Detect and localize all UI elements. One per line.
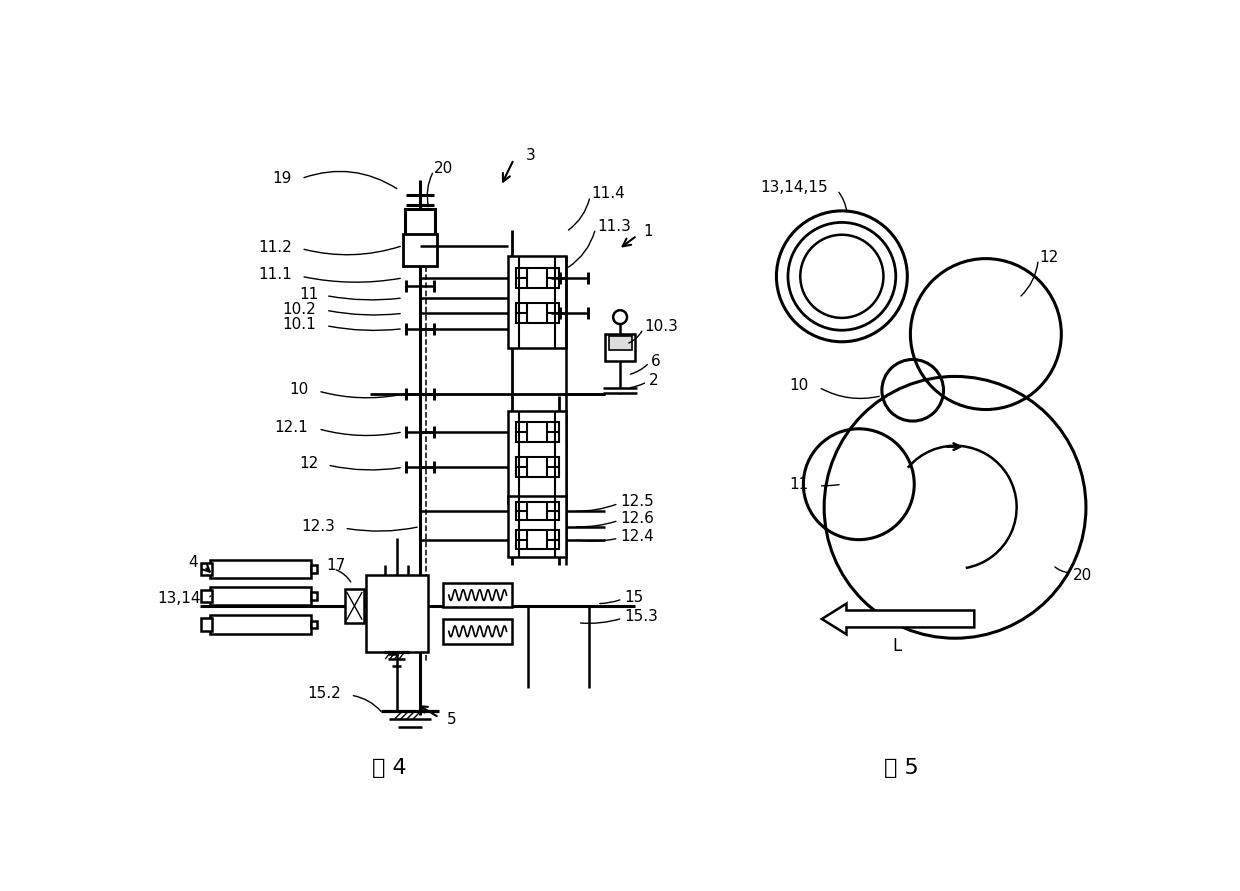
Text: 12.1: 12.1 <box>274 420 309 435</box>
FancyArrow shape <box>822 603 975 634</box>
Bar <box>516 530 558 549</box>
Text: 12.5: 12.5 <box>620 494 653 509</box>
Bar <box>508 256 567 347</box>
Bar <box>605 334 635 361</box>
Bar <box>508 495 567 558</box>
Text: 10.3: 10.3 <box>645 319 678 334</box>
Bar <box>609 337 631 350</box>
Text: 10.1: 10.1 <box>283 317 316 332</box>
Text: 12: 12 <box>299 456 319 471</box>
Text: 13,14,15: 13,14,15 <box>760 180 828 195</box>
Text: 17: 17 <box>326 559 345 573</box>
Text: 15.3: 15.3 <box>624 609 658 625</box>
Text: 11: 11 <box>299 287 319 302</box>
Text: 20: 20 <box>434 161 453 176</box>
Text: 11.4: 11.4 <box>591 186 625 201</box>
Bar <box>443 583 512 608</box>
Text: 19: 19 <box>273 171 293 186</box>
Bar <box>404 209 435 239</box>
Bar <box>345 589 363 623</box>
Bar <box>211 586 310 605</box>
Bar <box>516 421 558 442</box>
Text: 11: 11 <box>790 477 808 492</box>
Bar <box>310 592 316 600</box>
Bar <box>516 303 558 323</box>
Text: 图 5: 图 5 <box>884 757 919 778</box>
Text: 15: 15 <box>624 590 644 605</box>
Text: 20: 20 <box>1073 568 1092 583</box>
Bar <box>366 575 428 652</box>
Text: 12.4: 12.4 <box>620 529 653 544</box>
Text: 10.2: 10.2 <box>283 302 316 317</box>
Text: 13,14: 13,14 <box>157 591 201 606</box>
Text: L: L <box>893 637 901 655</box>
Bar <box>310 565 316 573</box>
Bar <box>516 457 558 478</box>
Text: 3: 3 <box>526 148 536 163</box>
Bar <box>403 234 436 266</box>
Bar <box>201 590 212 602</box>
Bar <box>211 615 310 634</box>
Bar <box>211 560 310 578</box>
Text: 2: 2 <box>649 372 658 388</box>
Bar <box>508 411 567 503</box>
Bar <box>201 563 212 575</box>
Text: 12.6: 12.6 <box>620 511 653 527</box>
Text: 15.2: 15.2 <box>308 686 341 701</box>
Bar <box>516 502 558 520</box>
Bar <box>201 618 212 631</box>
Bar <box>310 620 316 628</box>
Text: 4: 4 <box>188 555 198 570</box>
Text: 12.3: 12.3 <box>301 519 335 534</box>
Text: 1: 1 <box>644 225 652 239</box>
Text: 11.1: 11.1 <box>258 267 293 282</box>
Bar <box>516 268 558 288</box>
Text: 5: 5 <box>446 712 456 726</box>
Text: 12: 12 <box>1040 249 1059 265</box>
Text: 11.2: 11.2 <box>258 241 293 256</box>
Text: 10: 10 <box>790 378 808 393</box>
Text: 6: 6 <box>651 354 661 369</box>
Bar <box>443 619 512 643</box>
Text: 图 4: 图 4 <box>372 757 407 778</box>
Text: 11.3: 11.3 <box>596 219 631 233</box>
Text: 10: 10 <box>289 382 309 397</box>
